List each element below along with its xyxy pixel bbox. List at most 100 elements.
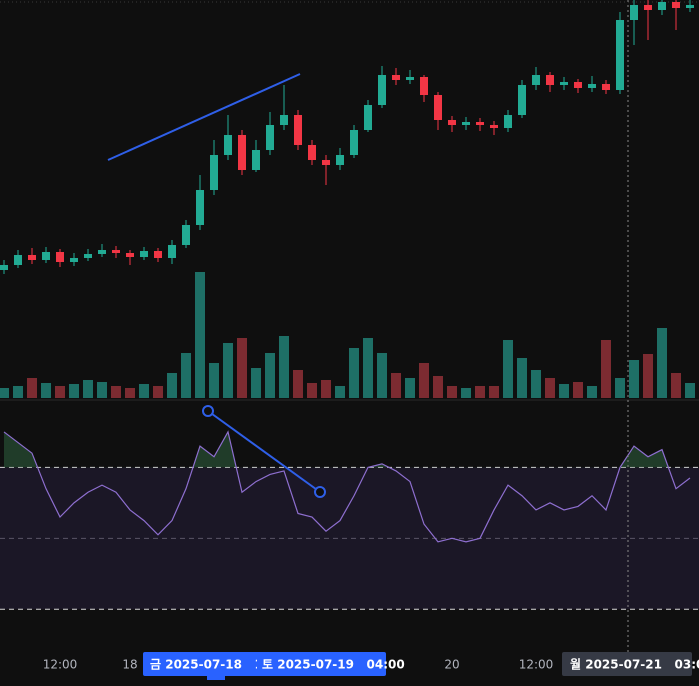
volume-bar xyxy=(601,340,611,398)
candle-body xyxy=(406,77,414,80)
volume-bar xyxy=(279,336,289,398)
candle-body xyxy=(532,75,540,85)
volume-bar xyxy=(293,370,303,398)
candle-body xyxy=(350,130,358,155)
volume-bar xyxy=(237,338,247,398)
candle-body xyxy=(154,251,162,258)
candle-body xyxy=(644,5,652,10)
volume-bar xyxy=(321,380,331,398)
volume-bar xyxy=(13,386,23,398)
rsi-band xyxy=(0,467,699,610)
candle-body xyxy=(224,135,232,155)
volume-bar xyxy=(195,272,205,398)
candle-body xyxy=(476,122,484,125)
candle-body xyxy=(546,75,554,85)
volume-bar xyxy=(125,388,135,398)
crosshair-label: 월 2025-07-21 03:00 xyxy=(570,657,699,672)
candle-body xyxy=(616,20,624,90)
volume-bar xyxy=(27,378,37,398)
candle-body xyxy=(84,254,92,258)
candle-body xyxy=(658,1,666,10)
x-tick-label: 18 xyxy=(122,658,137,672)
trend-line[interactable] xyxy=(107,73,301,161)
volume-bar xyxy=(475,386,485,398)
candle-body xyxy=(280,115,288,125)
x-tick-label: 20 xyxy=(444,658,459,672)
rsi-line-group xyxy=(3,430,691,543)
volume-bar xyxy=(41,383,51,398)
price-pane xyxy=(0,0,694,274)
volume-bar xyxy=(531,370,541,398)
volume-bar xyxy=(489,386,499,398)
candle-body xyxy=(308,145,316,160)
handle[interactable] xyxy=(314,486,326,498)
volume-bar xyxy=(111,386,121,398)
candle-body xyxy=(28,255,36,260)
rsi-pane xyxy=(0,466,699,610)
rsi-line xyxy=(3,430,691,543)
volume-bar xyxy=(643,354,653,398)
volume-bar xyxy=(83,380,93,398)
candle-body xyxy=(140,251,148,257)
candle-body xyxy=(336,155,344,165)
volume-bar xyxy=(167,373,177,398)
candle-body xyxy=(490,125,498,128)
candle-body xyxy=(70,258,78,262)
volume-bar xyxy=(209,363,219,398)
candle-body xyxy=(588,84,596,88)
candle-body xyxy=(364,105,372,130)
volume-bar xyxy=(391,373,401,398)
handle[interactable] xyxy=(202,405,214,417)
volume-bar xyxy=(349,348,359,398)
candle-body xyxy=(126,253,134,257)
volume-bar xyxy=(265,353,275,398)
candle-body xyxy=(686,5,694,8)
candle-body xyxy=(266,125,274,150)
candle-body xyxy=(322,160,330,165)
rsi-trend-line[interactable] xyxy=(207,410,321,493)
candle-body xyxy=(210,155,218,190)
volume-bar xyxy=(55,386,65,398)
candle-body xyxy=(434,95,442,120)
volume-bar xyxy=(461,388,471,398)
volume-bar xyxy=(503,340,513,398)
crosshair-box xyxy=(562,652,692,676)
candle-body xyxy=(98,250,106,254)
range-start-label: 금 2025-07-18 11:00 xyxy=(150,658,293,672)
volume-bar xyxy=(629,360,639,398)
candle-body xyxy=(182,225,190,245)
volume-bar xyxy=(405,378,415,398)
volume-bar xyxy=(433,376,443,398)
volume-bar xyxy=(97,382,107,398)
volume-bar xyxy=(307,383,317,398)
candle-body xyxy=(574,82,582,88)
candle-body xyxy=(56,252,64,262)
time-axis: 12:00 18 20 12:00 xyxy=(43,658,554,672)
candle-body xyxy=(378,75,386,105)
candle-body xyxy=(392,75,400,80)
candle-body xyxy=(672,1,680,8)
candle-body xyxy=(560,82,568,85)
volume-bar xyxy=(559,384,569,398)
volume-bar xyxy=(573,382,583,398)
volume-bar xyxy=(377,353,387,398)
volume-bar xyxy=(685,383,695,398)
x-tick-label: 12:00 xyxy=(519,658,554,672)
volume-bar xyxy=(363,338,373,398)
candle-body xyxy=(420,77,428,95)
range-marker xyxy=(207,676,225,680)
candle-body xyxy=(448,120,456,125)
volume-bar xyxy=(251,368,261,398)
volume-bar xyxy=(447,386,457,398)
candle-body xyxy=(168,245,176,258)
candle-body xyxy=(42,252,50,260)
volume-bar xyxy=(671,373,681,398)
candle-body xyxy=(294,115,302,145)
candle-body xyxy=(14,255,22,265)
range-box xyxy=(143,652,386,676)
candle-body xyxy=(0,265,8,270)
candle-body xyxy=(238,135,246,170)
volume-bar xyxy=(657,328,667,398)
